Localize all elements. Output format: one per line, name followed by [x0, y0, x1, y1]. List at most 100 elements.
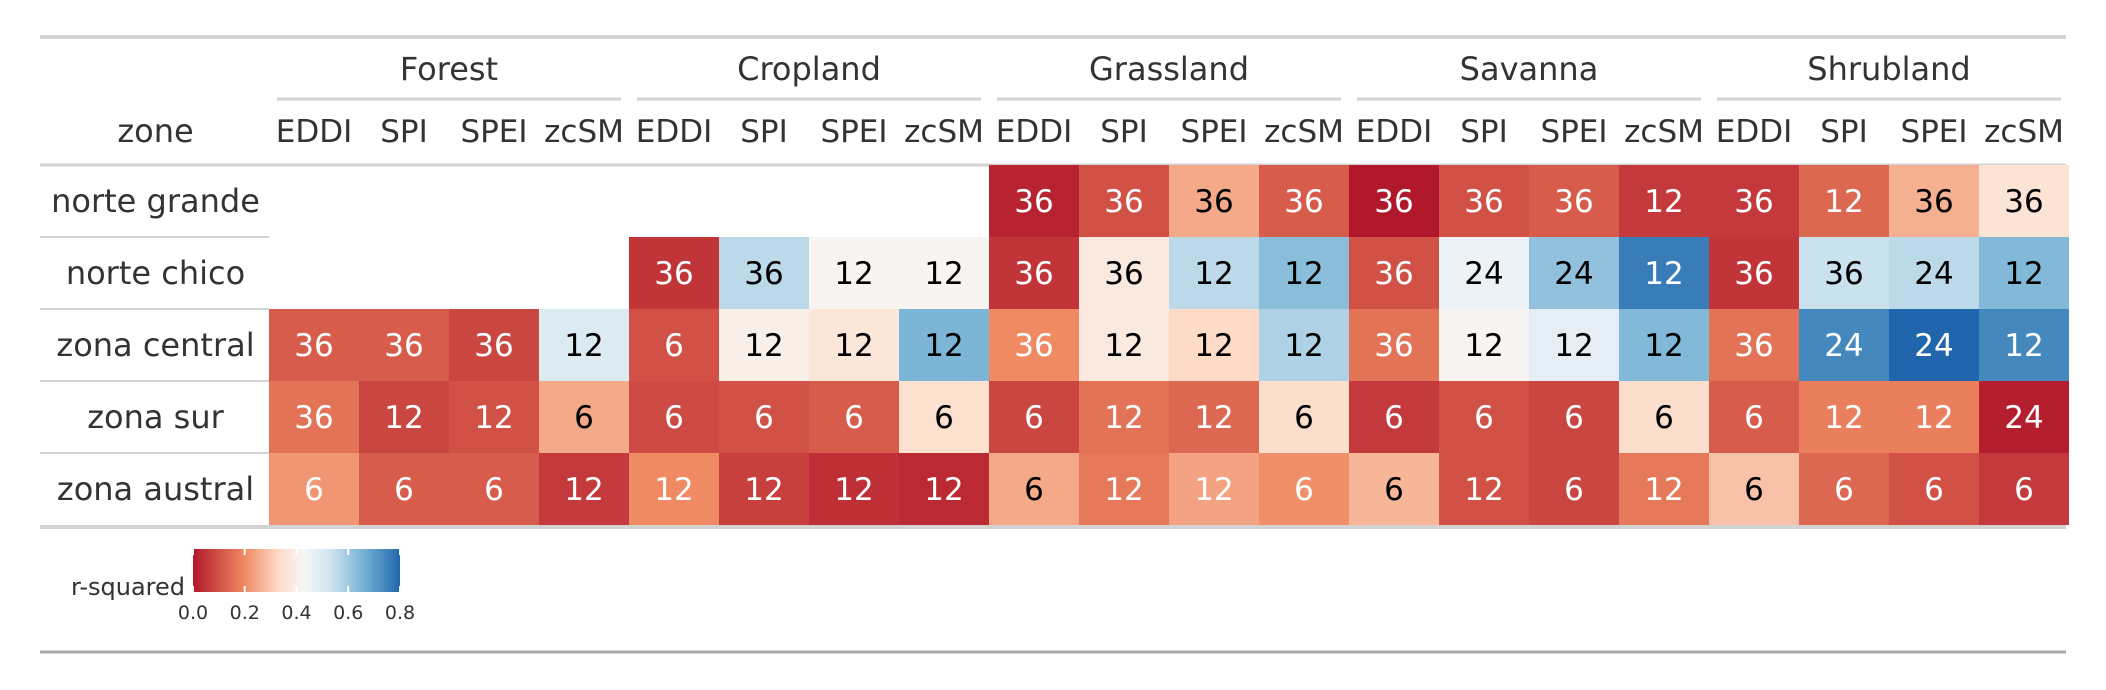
heatmap-cell [1439, 453, 1529, 525]
cell-label: 12 [564, 472, 603, 508]
heatmap-cell [1889, 237, 1979, 309]
legend-tick-label: 0.4 [281, 602, 311, 624]
heatmap-cell [719, 237, 809, 309]
cell-label: 36 [294, 400, 333, 436]
legend-tick-label: 0.0 [178, 602, 208, 624]
heatmap-cell [1079, 309, 1169, 381]
cell-label: 12 [1644, 184, 1683, 220]
cell-label: 24 [2004, 400, 2043, 436]
zone-column-header: zone [117, 112, 193, 150]
column-header: zcSM [904, 114, 984, 150]
heatmap-cell [899, 453, 989, 525]
heatmap-cell [1079, 453, 1169, 525]
group-headers: Forest Cropland Grassland Savanna Shrubland [277, 50, 2061, 101]
cell-label: 6 [1474, 400, 1494, 436]
cell-label: 24 [1914, 328, 1953, 364]
cell-label: 36 [744, 256, 783, 292]
legend-tick-label: 0.6 [333, 602, 363, 624]
heatmap-cell [1439, 237, 1529, 309]
cell-label: 12 [1284, 328, 1323, 364]
heatmap-cell [1619, 309, 1709, 381]
cell-label: 6 [1384, 400, 1404, 436]
heatmap-cell [629, 309, 719, 381]
column-header: EDDI [276, 114, 352, 150]
row-label: zona sur [87, 398, 224, 436]
heatmap-cell [1169, 237, 1259, 309]
cell-label: 6 [664, 400, 684, 436]
heatmap-cell [809, 453, 899, 525]
column-header: EDDI [996, 114, 1072, 150]
cell-label: 36 [1734, 256, 1773, 292]
cell-label: 12 [1104, 328, 1143, 364]
cell-label: 36 [1284, 184, 1323, 220]
heatmap-cell [989, 309, 1079, 381]
group-header: Savanna [1460, 50, 1599, 88]
heatmap-cell [1709, 309, 1799, 381]
heatmap-cell [1979, 237, 2069, 309]
cell-label: 6 [1654, 400, 1674, 436]
column-header: zcSM [1984, 114, 2064, 150]
heatmap-cell [719, 381, 809, 453]
column-header: EDDI [1716, 114, 1792, 150]
heatmap-cell [1709, 165, 1799, 237]
cell-label: 6 [574, 400, 594, 436]
cell-label: 36 [384, 328, 423, 364]
cell-label: 36 [1824, 256, 1863, 292]
cell-label: 6 [304, 472, 324, 508]
cell-label: 36 [654, 256, 693, 292]
column-header: SPI [380, 114, 428, 150]
heatmap-cell [539, 309, 629, 381]
heatmap-cell [809, 381, 899, 453]
heatmap-cell [1529, 309, 1619, 381]
column-header: SPEI [460, 114, 527, 150]
cell-label: 6 [1024, 472, 1044, 508]
legend-title: r-squared [71, 573, 185, 601]
heatmap-cell [449, 453, 539, 525]
column-header: EDDI [1356, 114, 1432, 150]
cell-label: 6 [1834, 472, 1854, 508]
cell-label: 36 [1104, 256, 1143, 292]
column-header: SPEI [1900, 114, 1967, 150]
row-label: zona central [56, 326, 254, 364]
cell-label: 6 [844, 400, 864, 436]
heatmap-cell [539, 381, 629, 453]
cell-label: 12 [1644, 256, 1683, 292]
cell-label: 12 [1194, 472, 1233, 508]
cell-label: 6 [934, 400, 954, 436]
heatmap-cell [719, 309, 809, 381]
heatmap-cell [989, 237, 1079, 309]
cell-label: 36 [1374, 184, 1413, 220]
column-header: EDDI [636, 114, 712, 150]
legend-colorbar [193, 549, 400, 592]
heatmap-cell [1529, 237, 1619, 309]
cell-label: 36 [1014, 328, 1053, 364]
heatmap-cell [1979, 165, 2069, 237]
cell-label: 36 [1194, 184, 1233, 220]
heatmap-cell [1709, 237, 1799, 309]
heatmap-cell [1799, 381, 1889, 453]
heatmap-cell [1079, 381, 1169, 453]
cell-label: 36 [294, 328, 333, 364]
heatmap-cell [1979, 381, 2069, 453]
column-headers: EDDI SPI SPEI zcSM EDDI SPI SPEI zcSM EDDI SPI SPE… [276, 114, 2064, 150]
cell-label: 12 [1464, 472, 1503, 508]
heatmap-cell [1889, 453, 1979, 525]
heatmap-cell [1529, 381, 1619, 453]
column-header: zcSM [544, 114, 624, 150]
heatmap-cell [1349, 165, 1439, 237]
cell-label: 12 [1194, 256, 1233, 292]
cell-label: 12 [384, 400, 423, 436]
cell-label: 12 [1194, 328, 1233, 364]
cell-label: 6 [484, 472, 504, 508]
cell-label: 36 [1374, 256, 1413, 292]
heatmap-cell [1169, 165, 1259, 237]
cell-label: 6 [1564, 472, 1584, 508]
cell-label: 6 [664, 328, 684, 364]
heatmap-cell [1529, 165, 1619, 237]
heatmap-cell [1889, 309, 1979, 381]
heatmap-cell [719, 453, 809, 525]
heatmap-cell [1979, 453, 2069, 525]
cell-label: 12 [1644, 328, 1683, 364]
heatmap-cell [1619, 381, 1709, 453]
cell-label: 12 [1464, 328, 1503, 364]
